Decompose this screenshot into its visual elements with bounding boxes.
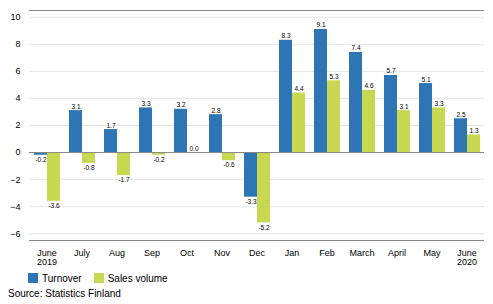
svg-text:Aug: Aug [109,248,125,258]
html-text:Source: Statistics Finland: Source: Statistics Finland [8,288,121,299]
svg-text:8.3: 8.3 [281,32,290,39]
svg-text:Feb: Feb [319,248,335,258]
svg-text:Jan: Jan [285,248,300,258]
svg-text:9.1: 9.1 [316,21,325,28]
svg-text:Sep: Sep [144,248,160,258]
svg-text:1.7: 1.7 [106,122,115,129]
svg-text:5.1: 5.1 [421,76,430,83]
svg-text:7.4: 7.4 [351,44,360,51]
svg-text:−6: −6 [10,229,20,239]
svg-text:-5.2: -5.2 [258,224,270,231]
svg-text:-3.6: -3.6 [48,202,60,209]
svg-text:8: 8 [15,39,20,49]
svg-text:-1.7: -1.7 [118,176,130,183]
svg-text:3.1: 3.1 [399,103,408,110]
svg-text:1.3: 1.3 [469,127,478,134]
svg-text:-0.2: -0.2 [35,156,47,163]
svg-text:June2020: June2020 [457,248,477,267]
svg-text:April: April [388,248,406,258]
svg-text:Oct: Oct [180,248,195,258]
svg-text:3.3: 3.3 [141,100,150,107]
svg-text:−4: −4 [10,202,20,212]
svg-text:3.2: 3.2 [176,101,185,108]
svg-text:10: 10 [10,12,20,22]
svg-text:July: July [74,248,91,258]
svg-text:March: March [349,248,374,258]
svg-text:6: 6 [15,66,20,76]
html-text:Turnover: Turnover [42,272,82,284]
svg-text:0.0: 0.0 [189,145,198,152]
svg-text:2: 2 [15,120,20,130]
svg-text:-3.3: -3.3 [245,198,257,205]
svg-text:June2019: June2019 [37,248,57,267]
svg-text:Dec: Dec [249,248,266,258]
html-text:Sales volume: Sales volume [107,272,168,284]
svg-text:5.3: 5.3 [329,73,338,80]
svg-text:-0.8: -0.8 [83,164,95,171]
svg-text:0: 0 [15,147,20,157]
svg-text:Nov: Nov [214,248,231,258]
svg-text:4: 4 [15,93,20,103]
svg-text:3.1: 3.1 [71,103,80,110]
svg-text:-0.2: -0.2 [153,156,165,163]
svg-text:-0.6: -0.6 [223,161,235,168]
svg-text:4.4: 4.4 [294,85,303,92]
svg-text:4.6: 4.6 [364,82,373,89]
svg-text:May: May [423,248,441,258]
svg-text:2.8: 2.8 [211,107,220,114]
svg-text:3.3: 3.3 [434,100,443,107]
svg-text:2.5: 2.5 [456,111,465,118]
svg-text:5.7: 5.7 [386,67,395,74]
svg-text:−2: −2 [10,174,20,184]
